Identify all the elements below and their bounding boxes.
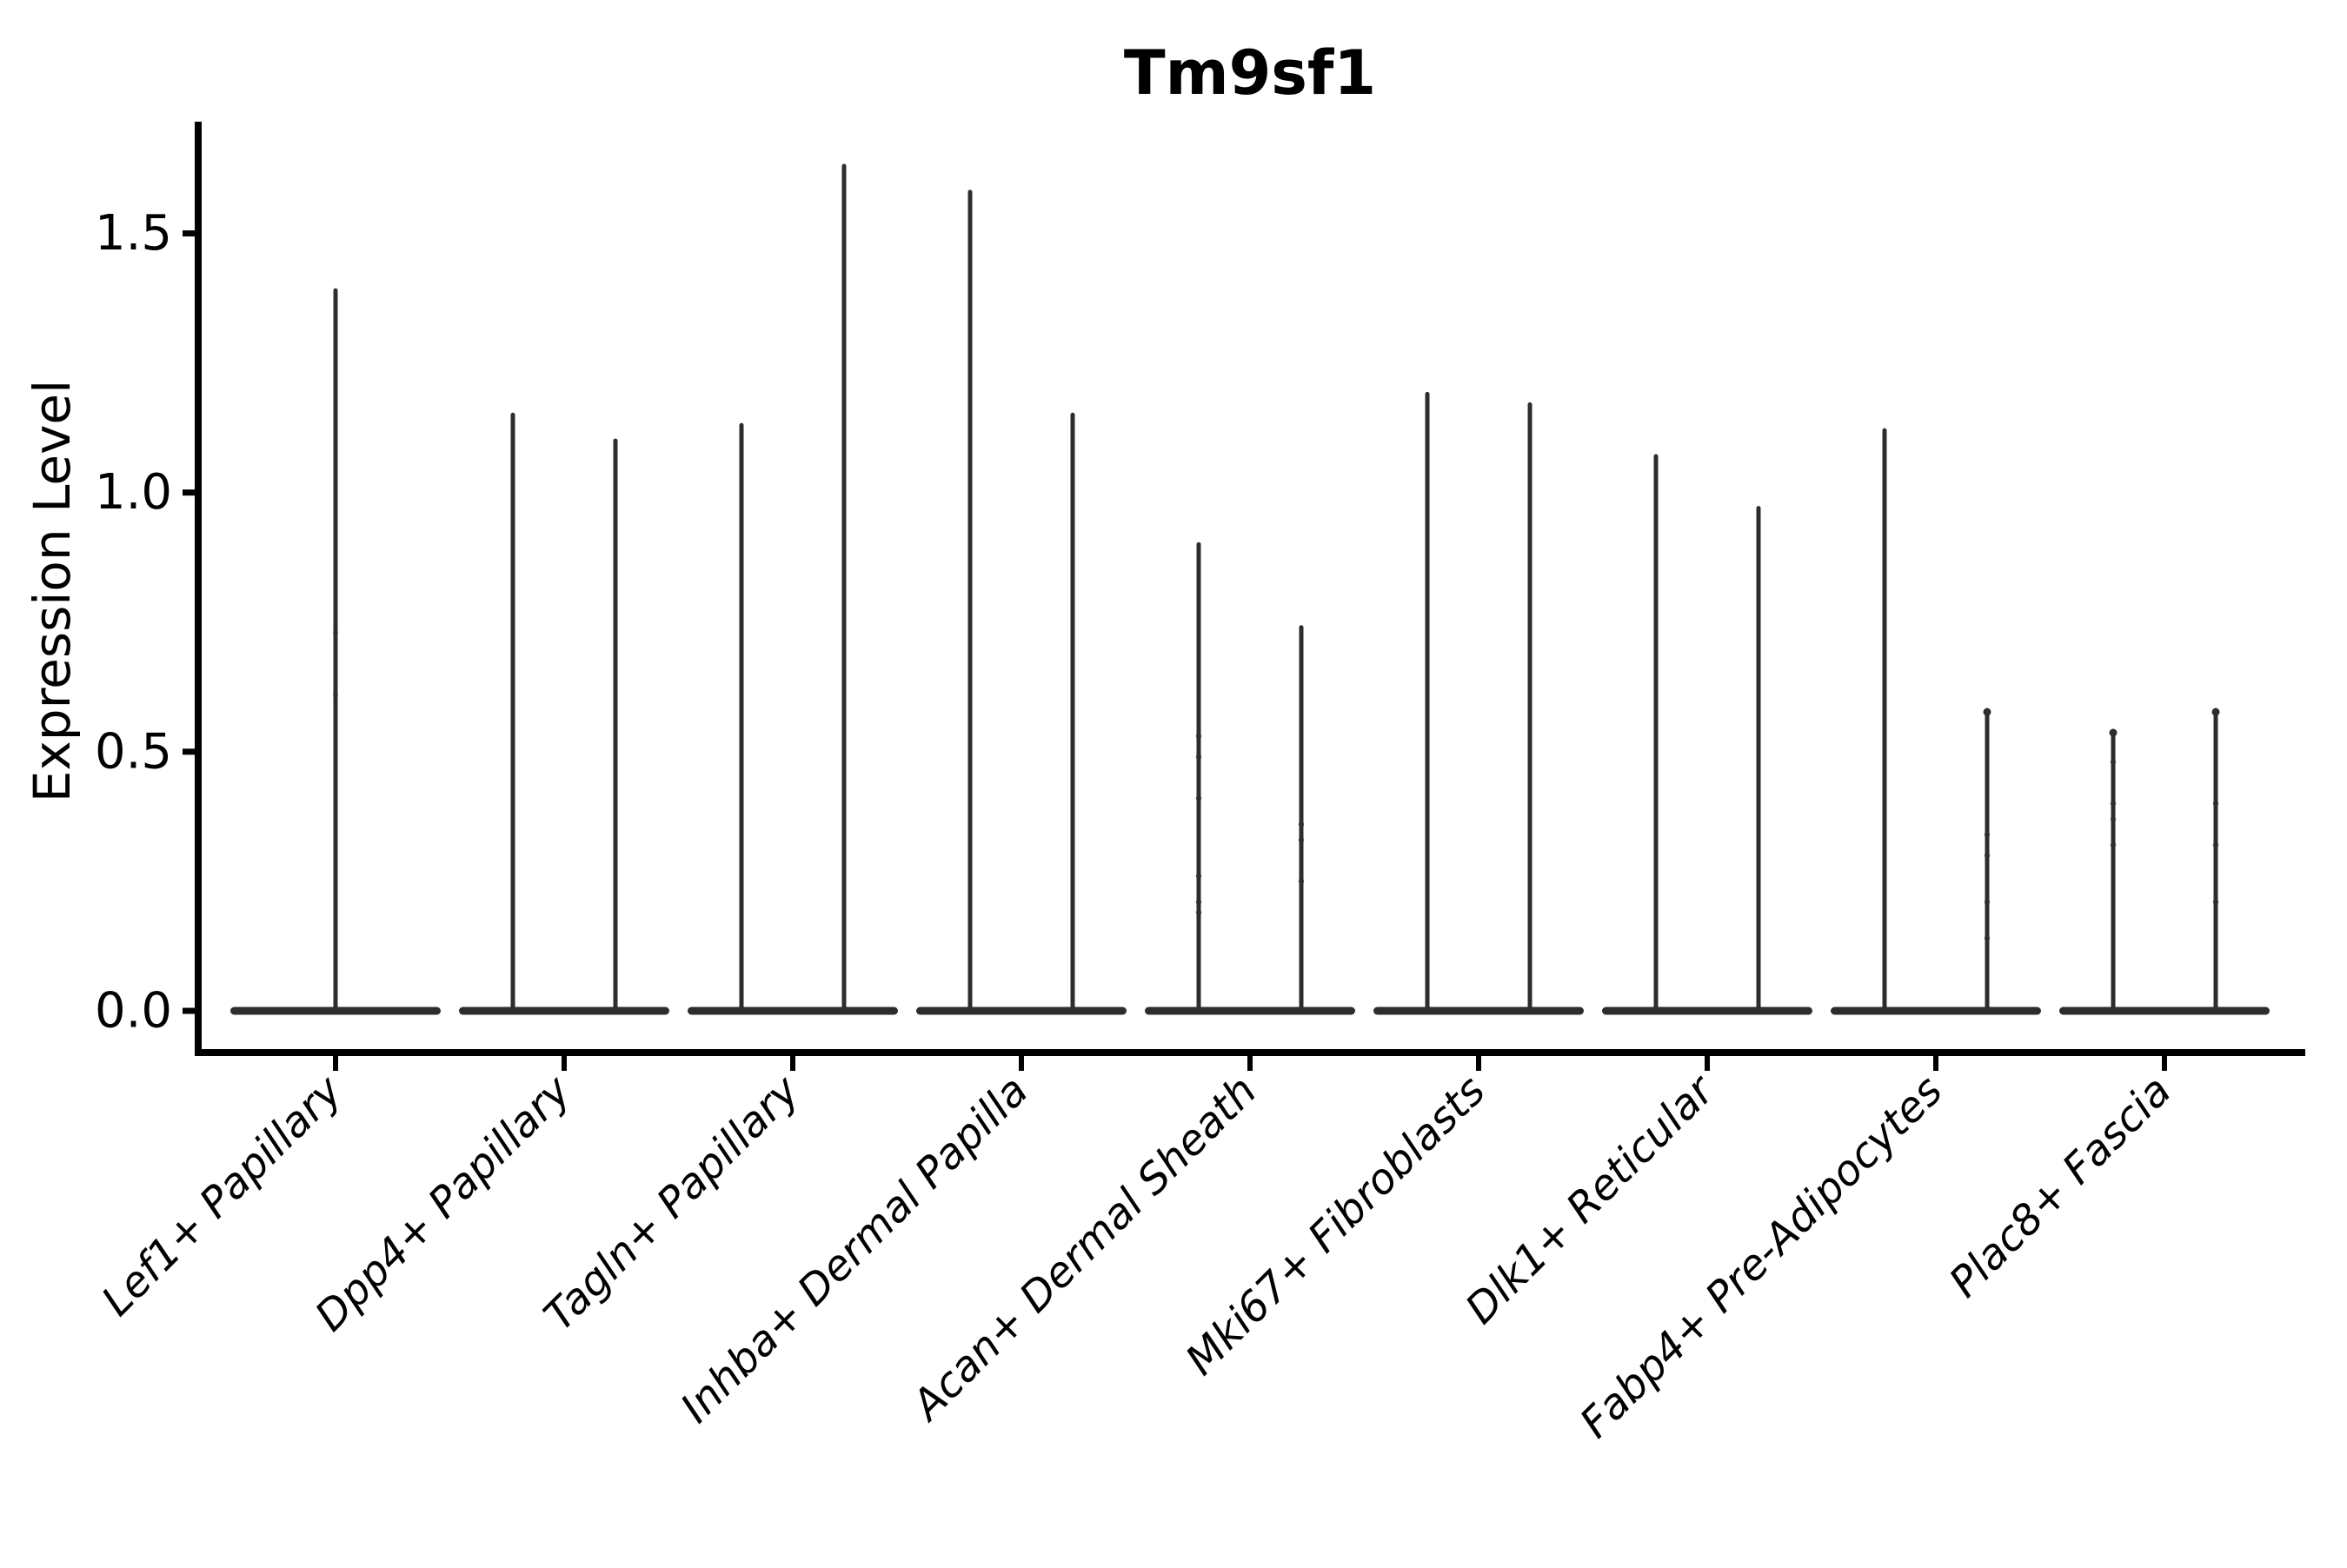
y-tick [183, 489, 195, 496]
violin [1602, 454, 1812, 1015]
y-tick-label: 1.5 [95, 205, 172, 262]
cell-point [1984, 899, 1991, 905]
y-tick [183, 748, 195, 755]
spike-top-point [2109, 728, 2118, 737]
x-category-label: Fabp4+ Pre-Adipocytes [1571, 1066, 1952, 1448]
violin-base [1373, 1007, 1584, 1015]
violin-base [916, 1007, 1127, 1015]
cell-point [1195, 873, 1202, 880]
cell-point [332, 629, 339, 635]
x-tick [1019, 1056, 1024, 1071]
y-tick-label: 1.0 [95, 464, 172, 521]
cell-point [1195, 899, 1202, 905]
cell-point [2212, 801, 2219, 807]
violin-base [688, 1007, 898, 1015]
x-tick [1933, 1056, 1938, 1071]
cell-point [1298, 878, 1305, 885]
cell-point [1984, 935, 1991, 941]
cell-point [2110, 816, 2117, 822]
violins [230, 163, 2270, 1015]
cell-point [1195, 909, 1202, 915]
y-tick-label: 0.0 [95, 983, 172, 1040]
x-tick [333, 1056, 338, 1071]
x-category-label: Tagln+ Papillary [535, 1066, 809, 1340]
violin [459, 412, 669, 1015]
x-tick [1705, 1056, 1710, 1071]
y-tick-label: 0.5 [95, 723, 172, 780]
violin [230, 288, 441, 1015]
x-tick [790, 1056, 795, 1071]
cell-point [1984, 832, 1991, 838]
axes: 0.0 0.5 1.0 1.5 [95, 122, 2305, 1071]
x-tick [2162, 1056, 2167, 1071]
violin [1145, 541, 1355, 1015]
cell-point [332, 692, 339, 698]
chart-title: Tm9sf1 [1124, 37, 1376, 109]
x-category-label: Dlk1+ Reticular [1456, 1065, 1725, 1334]
cell-point [1298, 837, 1305, 843]
y-tick [183, 230, 195, 237]
violin-base [1145, 1007, 1355, 1015]
violin-base [2059, 1007, 2270, 1015]
violin [1831, 428, 2041, 1015]
x-category-label: Plac8+ Fascia [1940, 1066, 2181, 1307]
cell-point [1195, 754, 1202, 761]
y-axis-spine [195, 122, 202, 1056]
y-tick [183, 1007, 195, 1014]
x-axis-spine [195, 1049, 2305, 1056]
x-tick [562, 1056, 567, 1071]
violin-base [459, 1007, 669, 1015]
cell-point [1195, 733, 1202, 740]
x-category-label: Dpp4+ Papillary [306, 1066, 581, 1340]
cell-point [2212, 899, 2219, 905]
cell-point [1984, 852, 1991, 859]
cell-point [2110, 801, 2117, 807]
violin [916, 189, 1127, 1015]
x-tick [1476, 1056, 1481, 1071]
violin [688, 163, 898, 1015]
y-axis-label: Expression Level [23, 380, 82, 802]
cell-point [2110, 841, 2117, 848]
spike-top-point [2211, 708, 2220, 716]
cell-point [1298, 821, 1305, 827]
cell-point [1195, 795, 1202, 801]
violin [1373, 391, 1584, 1015]
violin [2059, 708, 2270, 1015]
spike-top-point [1983, 708, 1991, 716]
violin-base [1602, 1007, 1812, 1015]
x-tick [1247, 1056, 1253, 1071]
cell-point [2212, 841, 2219, 848]
x-category-label: Lef1+ Papillary [92, 1066, 352, 1325]
cell-point [2110, 759, 2117, 765]
violin-base [1831, 1007, 2041, 1015]
